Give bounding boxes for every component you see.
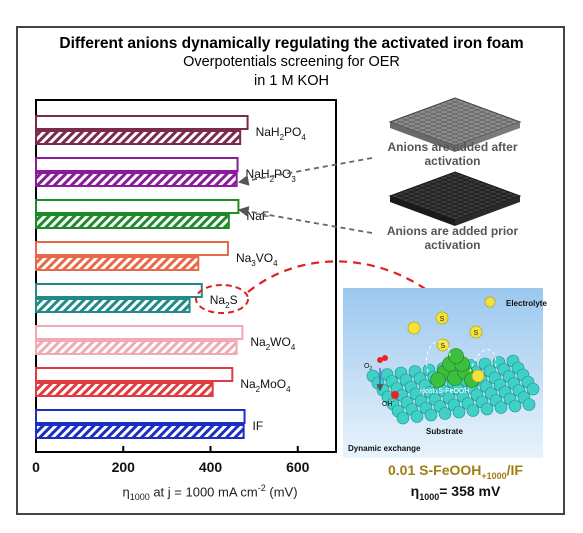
bar-after-NaH2PO3 [35, 157, 239, 172]
o2-label: O2 [364, 363, 372, 372]
bar-label-IF: IF [253, 419, 264, 433]
arrow-after [237, 157, 373, 186]
substrate-atom [396, 411, 410, 425]
result-catalyst-post: /IF [506, 462, 523, 478]
bar-after-Na2MoO4 [35, 367, 234, 382]
bar-after-NaH2PO4 [35, 115, 249, 130]
bar-prior-NaF [35, 214, 230, 229]
x-tick-label: 200 [112, 459, 136, 475]
result-catalyst-sub: +1000 [481, 470, 507, 481]
highlight-connector [247, 260, 441, 301]
sulfur-atom [436, 338, 450, 352]
bar-after-Na2WO4 [35, 325, 244, 340]
bar-prior-NaH2PO3 [35, 172, 238, 187]
sulfur-atom [407, 321, 421, 335]
substrate-atom [494, 401, 508, 414]
result-eta: η [410, 483, 420, 499]
substrate-atom [466, 404, 480, 417]
substrate-atom [452, 405, 466, 419]
sulfur-label: S [440, 316, 445, 323]
oh-label: OH- [382, 399, 395, 408]
bar-label-Na2S: Na2S [210, 293, 238, 310]
na2s-highlight [195, 284, 249, 314]
sulfur-atom [435, 311, 449, 325]
x-label-text: at j = 1000 mA cm [149, 484, 258, 500]
x-axis-label: η1000 at j = 1000 mA cm-2 (mV) [60, 483, 360, 502]
result-catalyst-name: 0.01 S-FeOOH [388, 462, 482, 478]
figure-title: Different anions dynamically regulating … [59, 35, 524, 52]
x-label-unit: (mV) [265, 484, 298, 500]
mesh-after-image [388, 97, 522, 152]
substrate-atom [410, 410, 424, 423]
sulfur-label: S [474, 330, 479, 337]
x-tick-label: 0 [32, 459, 40, 475]
bar-prior-NaH2PO4 [35, 130, 242, 145]
dynamic-exchange-label: Dynamic exchange [348, 444, 421, 453]
sulfur-atom [471, 369, 485, 383]
x-label-eta-sub: 1000 [129, 491, 150, 502]
substrate-atom [508, 399, 522, 413]
x-tick-label: 400 [199, 459, 223, 475]
bar-prior-Na2S [35, 298, 191, 313]
exchange-arc [426, 340, 451, 373]
oxygen-atom [377, 357, 383, 363]
host-label: Host: S-FeOOH [420, 388, 469, 395]
substrate-atom [480, 402, 494, 416]
bar-prior-IF [35, 424, 245, 439]
result-catalyst: 0.01 S-FeOOH+1000/IF [368, 462, 543, 481]
oxygen-atom [382, 355, 388, 361]
x-label-sup: -2 [257, 483, 266, 493]
x-tick-label: 600 [286, 459, 310, 475]
host-atom [430, 372, 446, 388]
bar-after-Na3VO4 [35, 241, 229, 256]
result-eta-sub: 1000 [419, 491, 440, 502]
substrate-label: Substrate [426, 427, 463, 436]
sulfur-atom [484, 296, 496, 308]
substrate-atom [526, 382, 540, 396]
electrolyte-label: Electrolyte [506, 299, 547, 308]
bar-after-IF [35, 409, 246, 424]
substrate-atom [522, 398, 536, 411]
bar-label-NaF: NaF [246, 209, 269, 223]
note-after-activation: Anions are added after activation [387, 140, 518, 168]
bar-label-Na3VO4: Na3VO4 [236, 251, 278, 268]
mesh-prior-image [388, 171, 522, 226]
arrow-prior [237, 206, 373, 234]
figure-subtitle-1: Overpotentials screening for OER [183, 54, 400, 70]
bar-after-Na2S [35, 283, 203, 298]
bar-prior-Na2MoO4 [35, 382, 214, 397]
x-label-eta: η [122, 484, 130, 500]
sulfur-atom [469, 325, 483, 339]
substrate-atom [438, 407, 452, 420]
bar-prior-Na2WO4 [35, 340, 238, 355]
bar-label-Na2WO4: Na2WO4 [250, 335, 295, 352]
host-atom [448, 348, 464, 364]
hydroxide-atom [391, 391, 399, 399]
figure-subtitle-2: in 1 M KOH [254, 73, 329, 89]
substrate-atom [424, 408, 438, 422]
plot-frame [35, 99, 337, 453]
bar-label-NaH2PO4: NaH2PO4 [256, 125, 307, 142]
result-overpotential: η1000= 358 mV [368, 483, 543, 502]
exchange-arc [469, 349, 497, 373]
bar-label-Na2MoO4: Na2MoO4 [240, 377, 291, 394]
bar-prior-Na3VO4 [35, 256, 200, 271]
result-value: = 358 mV [439, 483, 501, 499]
sulfur-label: S [441, 343, 446, 350]
bar-after-NaF [35, 199, 240, 214]
note-prior-activation: Anions are added prior activation [386, 224, 519, 252]
